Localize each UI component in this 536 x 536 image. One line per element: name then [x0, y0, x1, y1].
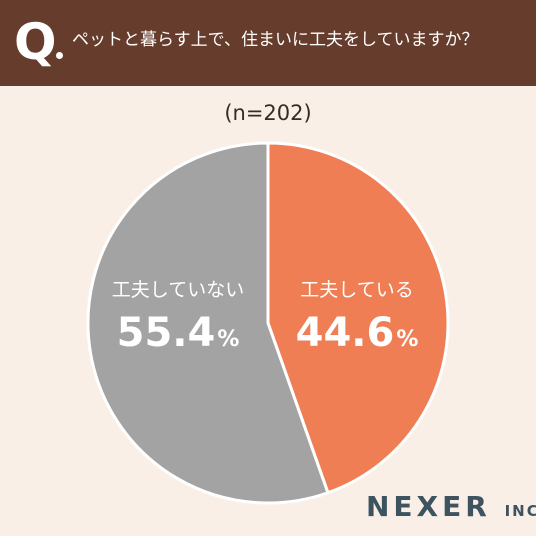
question-text: ペットと暮らす上で、住まいに工夫をしていますか？: [72, 30, 479, 50]
brand-logo: NEXER INC.: [366, 490, 536, 528]
header-bar: Q ペットと暮らす上で、住まいに工夫をしていますか？: [0, 0, 536, 86]
brand-suffix: INC.: [504, 502, 536, 520]
sample-size-label: (n=202): [224, 101, 312, 125]
slice-label-0: 工夫している: [300, 279, 413, 301]
brand-name: NEXER: [366, 490, 491, 523]
q-letter: Q: [14, 13, 57, 71]
slice-label-1: 工夫していない: [112, 279, 244, 301]
slice-value-0: 44.6%: [296, 310, 419, 356]
slice-value-1: 55.4%: [117, 310, 240, 356]
pie-slice-1: [86, 141, 330, 505]
q-dot-icon: [56, 52, 63, 59]
pie-slice-0: [266, 141, 450, 495]
